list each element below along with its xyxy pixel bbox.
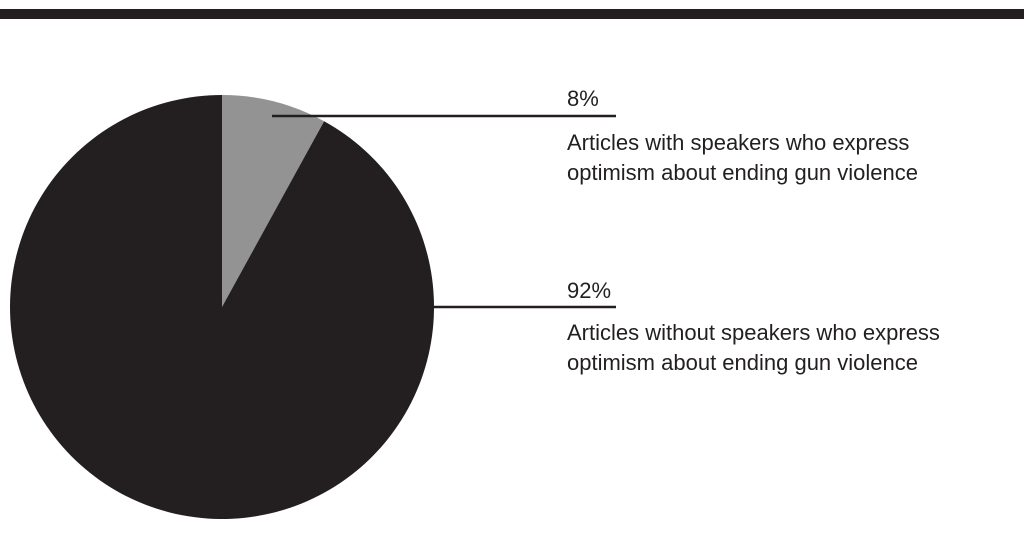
slice-description-line: Articles with speakers who express — [567, 130, 909, 155]
slice-description-line: optimism about ending gun violence — [567, 350, 918, 375]
pie-annotations: 8% Articles with speakers who express opti… — [272, 86, 940, 375]
pie-slices — [10, 95, 435, 519]
slice-description-line: optimism about ending gun violence — [567, 160, 918, 185]
slice-description-line: Articles without speakers who express — [567, 320, 940, 345]
slice-percent-label: 92% — [567, 278, 611, 303]
pie-slice-8pct — [222, 95, 325, 307]
pie-slice-92pct — [10, 95, 435, 519]
slice-percent-label: 8% — [567, 86, 599, 111]
top-rule — [0, 9, 1024, 19]
